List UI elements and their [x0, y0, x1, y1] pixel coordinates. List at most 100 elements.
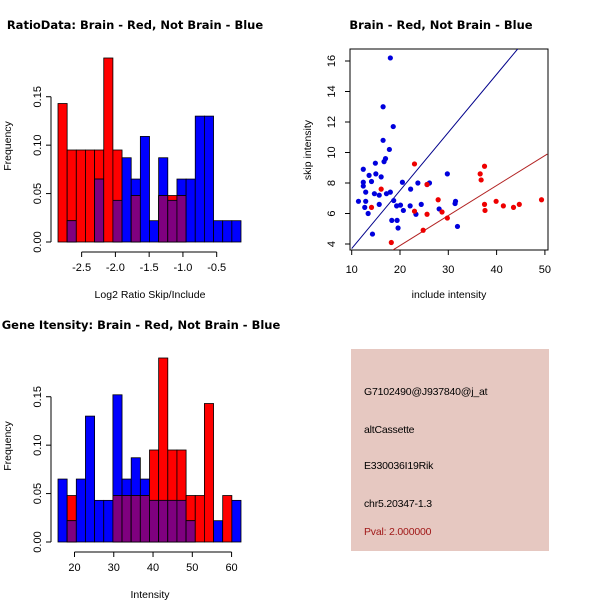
- genomic-location: chr5.20347-1.3: [364, 498, 432, 510]
- brain-point: [411, 161, 418, 167]
- brain-point: [481, 163, 488, 169]
- ratio-histogram-not-brain-bar: [222, 220, 233, 243]
- not-brain-point: [380, 104, 386, 110]
- not-brain-point: [373, 171, 379, 177]
- intensity-histogram-overlap-bar: [66, 520, 77, 543]
- ratio-histogram-y-tick-label: 0.05: [32, 183, 44, 204]
- brain-point: [378, 186, 384, 192]
- scatter-title: Brain - Red, Not Brain - Blue: [349, 18, 532, 32]
- brain-point: [435, 197, 441, 203]
- intensity-histogram-not-brain-bar: [213, 520, 224, 543]
- not-brain-point: [395, 225, 401, 231]
- intensity-histogram-xlabel: Intensity: [130, 589, 170, 600]
- intensity-histogram-brain-bar: [203, 403, 214, 543]
- ratio-histogram-overlap-bar: [158, 195, 169, 243]
- fit-line-not-brain-fit: [351, 49, 519, 249]
- ratio-histogram-y-tick-label: 0.10: [32, 134, 44, 155]
- scatter-y-tick-label: 10: [326, 146, 338, 158]
- ratio-histogram-overlap-bar: [176, 195, 187, 243]
- not-brain-point: [363, 198, 369, 204]
- not-brain-point: [394, 217, 400, 223]
- intensity-histogram-y-tick-label: 0.10: [32, 434, 44, 455]
- ratio-histogram-brain-bar: [57, 103, 68, 243]
- not-brain-point: [360, 183, 366, 189]
- ratio-histogram-overlap-bar: [167, 199, 178, 243]
- ratio-histogram-not-brain-bar: [139, 136, 150, 243]
- intensity-histogram-not-brain-bar: [231, 499, 242, 543]
- not-brain-point: [365, 210, 371, 217]
- ratio-histogram-brain-bar: [75, 149, 86, 243]
- intensity-histogram-x-tick-label: 40: [147, 562, 159, 574]
- ratio-histogram-not-brain-bar: [185, 178, 196, 243]
- ratio-histogram-brain-bar: [103, 57, 114, 243]
- not-brain-point: [387, 55, 393, 61]
- ratio-histogram-x-tick-label: -1.5: [140, 262, 159, 274]
- brain-point: [368, 204, 375, 210]
- not-brain-point: [418, 201, 424, 207]
- intensity-histogram-overlap-bar: [130, 495, 141, 543]
- not-brain-point: [399, 179, 406, 185]
- ratio-histogram-overlap-bar: [94, 178, 105, 243]
- ratio-histogram-x-tick-label: -2.5: [72, 262, 91, 274]
- brain-point: [516, 201, 522, 207]
- intensity-histogram-not-brain-bar: [75, 478, 86, 543]
- not-brain-point: [381, 159, 387, 165]
- scatter-plot-box: [349, 48, 549, 251]
- scatter-x-tick-label: 20: [394, 264, 406, 276]
- ratio-histogram-not-brain-bar: [213, 220, 224, 243]
- ratio-histogram-title: RatioData: Brain - Red, Not Brain - Blue: [7, 18, 264, 32]
- scatter-fit-lines: [351, 49, 548, 250]
- not-brain-point: [360, 166, 366, 172]
- probe-info-panel: G7102490@J937840@j_at altCassette E33003…: [351, 349, 549, 551]
- brain-point: [482, 207, 488, 214]
- scatter-ylabel: skip intensity: [302, 119, 314, 180]
- brain-point: [481, 201, 488, 207]
- intensity-histogram-x-tick-label: 20: [68, 562, 80, 574]
- ratio-histogram: RatioData: Brain - Red, Not Brain - Blue…: [2, 18, 263, 301]
- intensity-histogram-x-tick-label: 30: [108, 562, 120, 574]
- ratio-histogram-not-brain-bar: [194, 115, 205, 243]
- brain-point: [411, 208, 418, 214]
- brain-point: [444, 215, 450, 221]
- not-brain-point: [378, 174, 384, 180]
- gene-name: E330036I19Rik: [364, 460, 434, 472]
- scatter-points: [355, 55, 545, 246]
- not-brain-point: [391, 197, 397, 204]
- scatter-axes: 10 20 30 40 50 4 6 8 10 12 14 16: [326, 55, 551, 276]
- ratio-histogram-overlap-bar: [66, 220, 77, 243]
- not-brain-point: [360, 179, 366, 185]
- not-brain-point: [408, 186, 414, 192]
- not-brain-point: [355, 198, 362, 204]
- ratio-histogram-x-tick-label: -1.0: [173, 262, 192, 274]
- brain-point: [420, 227, 426, 233]
- intensity-histogram-title: Gene Itensity: Brain - Red, Not Brain - …: [2, 318, 281, 332]
- not-brain-point: [415, 180, 421, 186]
- not-brain-point: [363, 189, 369, 195]
- brain-point: [500, 203, 506, 209]
- intensity-histogram-overlap-bar: [149, 499, 160, 543]
- brain-point: [478, 177, 484, 183]
- scatter-x-tick-label: 50: [539, 264, 551, 276]
- intensity-histogram-not-brain-bar: [85, 415, 95, 543]
- brain-point: [538, 197, 545, 203]
- ratio-histogram-x-tick-label: -0.5: [207, 262, 226, 274]
- intensity-histogram-not-brain-bar: [103, 499, 114, 543]
- intensity-histogram-overlap-bar: [139, 495, 150, 543]
- brain-point: [493, 198, 499, 204]
- scatter-xlabel: include intensity: [412, 289, 487, 301]
- not-brain-point: [366, 172, 372, 178]
- fit-line-brain-fit: [392, 153, 548, 250]
- not-brain-point: [444, 171, 450, 177]
- ratio-histogram-y-tick-label: 0.00: [32, 231, 44, 252]
- scatter-x-tick-label: 30: [442, 264, 454, 276]
- intensity-histogram-overlap-bar: [121, 495, 132, 543]
- ratio-histogram-not-brain-bar: [149, 220, 160, 243]
- scatter-y-tick-label: 12: [326, 116, 338, 128]
- intensity-histogram-x-tick-label: 60: [225, 562, 237, 574]
- scatter-y-tick-label: 6: [326, 210, 338, 216]
- ratio-histogram-overlap-bar: [130, 195, 141, 243]
- event-type: altCassette: [364, 424, 415, 436]
- intensity-histogram-overlap-bar: [158, 499, 169, 543]
- brain-point: [388, 239, 394, 246]
